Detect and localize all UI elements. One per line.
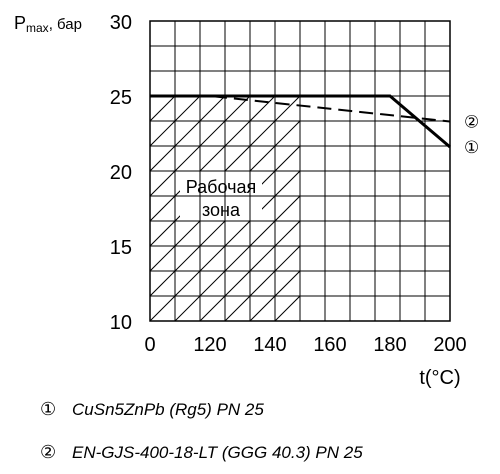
x-tick-label: 160 (313, 334, 346, 356)
y-tick-label: 15 (110, 237, 132, 259)
y-tick-label: 25 (110, 87, 132, 109)
hatch-line (475, 21, 500, 321)
y-tick-label: 30 (110, 12, 132, 34)
hatch-line (0, 21, 175, 321)
legend-label-2: EN-GJS-400-18-LT (GGG 40.3) PN 25 (72, 442, 363, 462)
y-tick-label: 20 (110, 162, 132, 184)
x-tick-label: 200 (433, 334, 466, 356)
legend-label-1: CuSn5ZnPb (Rg5) PN 25 (72, 399, 264, 419)
y-tick-label: 10 (110, 312, 132, 334)
series-line-1 (150, 94, 451, 149)
hatch-line (450, 21, 500, 321)
y-axis-label: Pmax, бар (14, 13, 82, 35)
x-tick-label: 140 (253, 334, 286, 356)
x-axis-label: t(°C) (419, 367, 460, 389)
chart-series: ①② (150, 94, 479, 157)
plot-frame (149, 20, 451, 322)
x-tick-label: 0 (144, 334, 155, 356)
zone-label-line: зона (202, 200, 241, 220)
legend-item-2: ② EN-GJS-400-18-LT (GGG 40.3) PN 25 (40, 442, 363, 463)
zone-label-line: Рабочая (186, 177, 256, 197)
series-marker-1: ① (464, 138, 479, 157)
x-tick-label: 120 (193, 334, 226, 356)
legend-marker-1: ① (40, 399, 57, 419)
legend-marker-2: ② (40, 442, 57, 462)
series-line-2 (150, 95, 451, 123)
series-marker-2: ② (464, 113, 479, 132)
x-tick-label: 180 (373, 334, 406, 356)
legend-item-1: ① CuSn5ZnPb (Rg5) PN 25 (40, 399, 264, 420)
